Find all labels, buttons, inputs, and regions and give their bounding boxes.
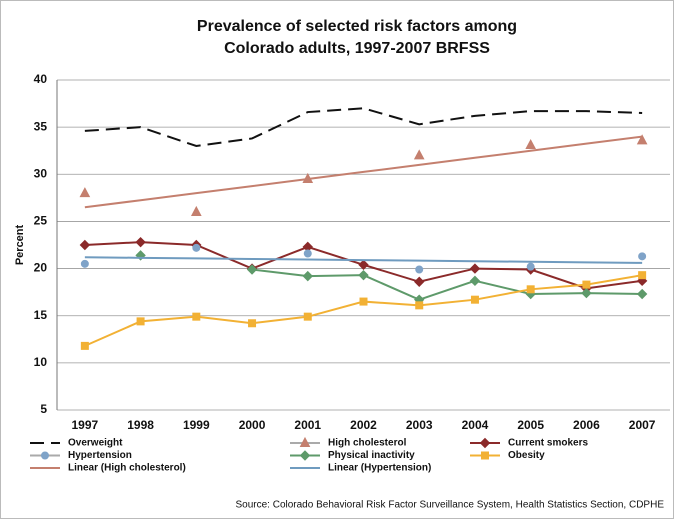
marker <box>582 280 591 289</box>
marker <box>413 149 425 160</box>
marker <box>525 138 537 150</box>
legend-label: Linear (High cholesterol) <box>68 463 186 474</box>
marker <box>136 317 145 326</box>
marker <box>581 287 592 299</box>
x-tick-label: 1999 <box>183 418 210 432</box>
marker <box>470 295 479 304</box>
marker <box>135 236 146 248</box>
y-tick-label: 10 <box>34 355 48 369</box>
x-tick-label: 2006 <box>573 418 600 432</box>
marker <box>248 319 257 328</box>
marker <box>414 276 425 287</box>
marker <box>192 243 201 252</box>
legend-label: Linear (Hypertension) <box>328 463 431 474</box>
series-line <box>84 256 643 264</box>
marker <box>636 288 648 300</box>
marker <box>638 252 647 261</box>
marker <box>79 239 91 251</box>
marker <box>479 437 491 449</box>
marker <box>469 263 481 274</box>
marker <box>80 341 89 350</box>
y-tick-label: 40 <box>34 72 48 86</box>
legend-label: High cholesterol <box>328 438 407 449</box>
marker <box>246 264 258 275</box>
legend-label: Physical inactivity <box>328 450 415 461</box>
marker <box>303 249 312 258</box>
x-tick-label: 2003 <box>406 418 433 432</box>
marker <box>415 301 424 310</box>
marker <box>415 265 424 274</box>
marker <box>358 259 369 271</box>
x-tick-label: 2001 <box>294 418 321 432</box>
marker <box>636 134 648 145</box>
legend-label: Overweight <box>68 438 123 449</box>
marker <box>41 451 49 460</box>
x-tick-label: 2004 <box>462 418 489 432</box>
x-tick-label: 2007 <box>629 418 656 432</box>
y-axis-label: Percent <box>14 224 26 265</box>
marker <box>303 312 312 321</box>
chart-title: Colorado adults, 1997-2007 BRFSS <box>224 40 490 57</box>
series-line <box>251 268 643 301</box>
marker <box>190 205 202 216</box>
marker <box>481 451 489 460</box>
y-tick-label: 25 <box>34 214 48 228</box>
y-tick-label: 15 <box>34 308 48 322</box>
marker <box>638 271 647 280</box>
marker <box>192 312 201 321</box>
chart-title: Prevalence of selected risk factors amon… <box>197 18 517 35</box>
y-tick-label: 35 <box>34 119 48 133</box>
y-tick-label: 20 <box>34 261 48 275</box>
x-tick-label: 1997 <box>72 418 99 432</box>
legend-label: Hypertension <box>68 450 132 461</box>
legend-label: Current smokers <box>508 438 588 449</box>
marker <box>359 297 368 306</box>
y-tick-label: 30 <box>34 166 48 180</box>
legend-label: Obesity <box>508 450 545 461</box>
x-tick-label: 2005 <box>517 418 544 432</box>
x-tick-label: 2000 <box>239 418 266 432</box>
marker <box>80 259 89 268</box>
series-line <box>84 135 643 209</box>
series-line <box>84 107 643 148</box>
y-tick-label: 5 <box>40 402 47 416</box>
marker <box>526 262 535 271</box>
marker <box>79 187 91 198</box>
marker <box>299 436 311 447</box>
marker <box>299 450 311 461</box>
marker <box>358 269 369 281</box>
marker <box>469 275 481 287</box>
x-tick-label: 1998 <box>127 418 154 432</box>
source: Source: Colorado Behavioral Risk Factor … <box>235 500 664 511</box>
marker <box>526 285 535 294</box>
x-tick-label: 2002 <box>350 418 377 432</box>
marker <box>302 270 313 282</box>
